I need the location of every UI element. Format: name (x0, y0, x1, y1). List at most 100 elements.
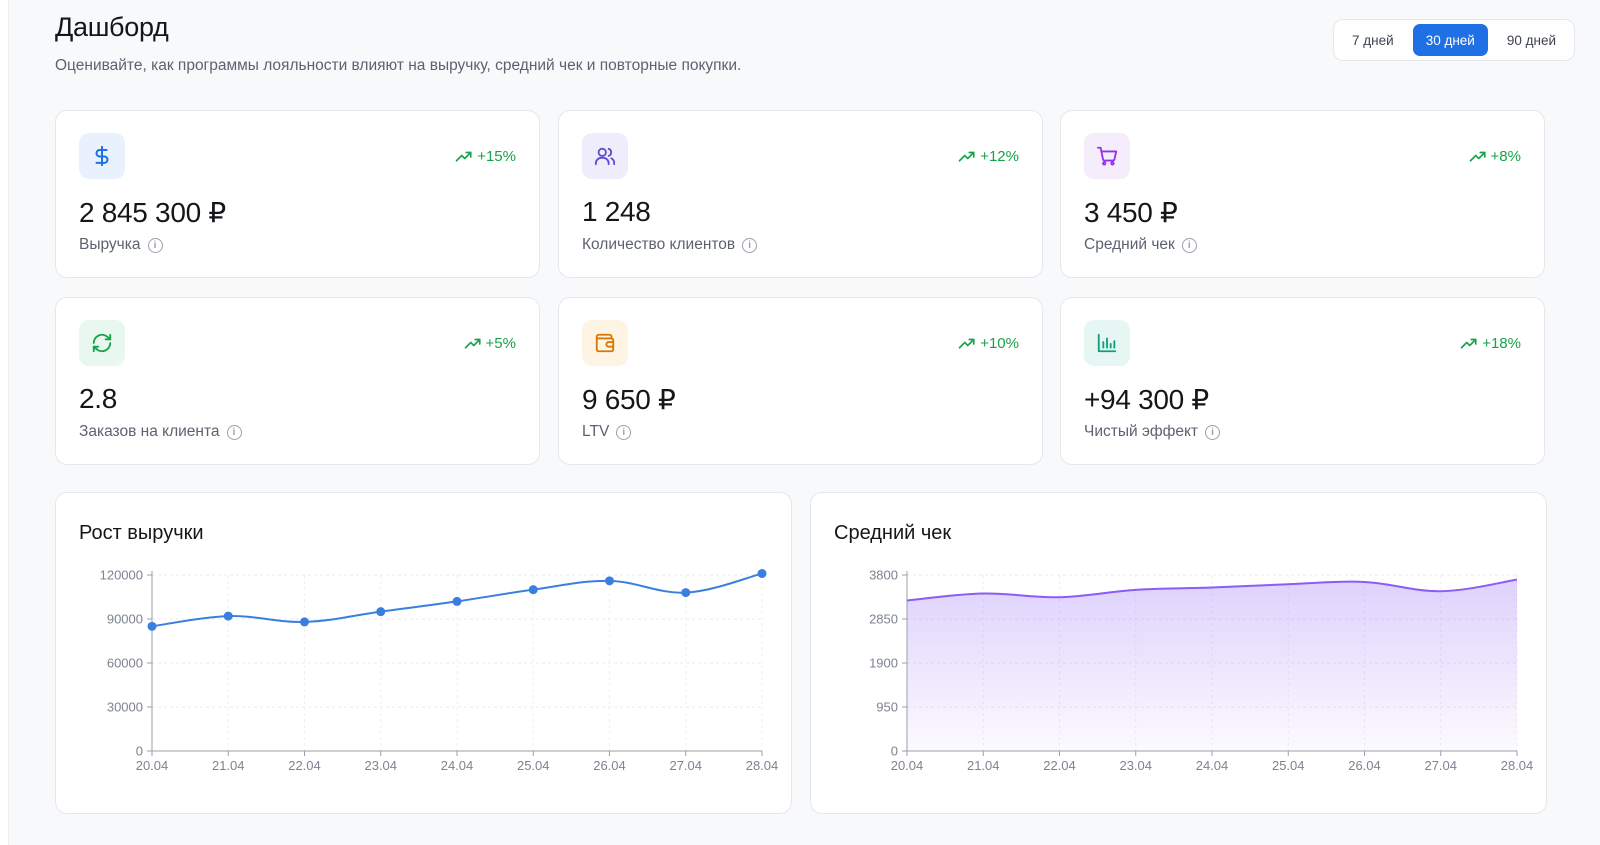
trend-up-icon (464, 338, 481, 349)
trend-up-icon (958, 151, 975, 162)
period-selector: 7 дней 30 дней 90 дней (1333, 19, 1575, 61)
x-tick-label: 21.04 (967, 758, 1000, 773)
kpi-trend: +5% (464, 335, 516, 352)
info-icon[interactable]: i (147, 237, 163, 253)
series-line (906, 578, 1518, 602)
dashboard-page: Дашборд Оценивайте, как программы лояльн… (55, 0, 1575, 845)
x-tick-label: 20.04 (891, 758, 924, 773)
trend-up-icon (1460, 338, 1477, 349)
kpi-value: 1 248 (582, 196, 651, 227)
kpi-card-revenue: +15% 2 845 300 ₽ Выручка i (55, 110, 540, 278)
x-tick-label: 26.04 (593, 758, 626, 773)
kpi-label: Заказов на клиента (79, 423, 220, 440)
kpi-value: +94 300 ₽ (1084, 384, 1209, 415)
y-tick-label: 0 (136, 744, 143, 759)
x-tick-label: 24.04 (441, 758, 474, 773)
y-tick-label: 1900 (869, 656, 898, 671)
kpi-card-ltv: +10% 9 650 ₽ LTV i (558, 297, 1043, 465)
trend-up-icon (958, 338, 975, 349)
kpi-card-orders-per-customer: +5% 2.8 Заказов на клиента i (55, 297, 540, 465)
kpi-label: Средний чек (1084, 236, 1175, 253)
y-tick-label: 2850 (869, 612, 898, 627)
kpi-trend: +18% (1460, 335, 1521, 352)
data-point[interactable] (300, 617, 309, 627)
kpi-label-row: Выручка i (79, 236, 163, 254)
kpi-label-row: Количество клиентов i (582, 236, 758, 254)
cart-icon (1084, 133, 1130, 179)
trend-up-icon (1469, 151, 1486, 162)
x-tick-label: 27.04 (1424, 758, 1457, 773)
bar-chart-icon (1084, 320, 1130, 366)
kpi-label: Выручка (79, 236, 141, 253)
x-tick-label: 22.04 (1043, 758, 1076, 773)
kpi-value: 2 845 300 ₽ (79, 197, 226, 228)
page-title: Дашборд (55, 12, 169, 42)
data-point[interactable] (452, 596, 462, 606)
x-tick-label: 25.04 (1272, 758, 1305, 773)
y-tick-label: 60000 (107, 656, 143, 671)
users-icon (582, 133, 628, 179)
kpi-label-row: LTV i (582, 423, 632, 441)
avg-check-chart: 0 950 1900 2850 3800 20.04 21.04 22.04 23.04 24.0… (869, 568, 1534, 774)
kpi-trend-value: +18% (1482, 335, 1521, 352)
kpi-value: 3 450 ₽ (1084, 197, 1178, 228)
kpi-card-customers: +12% 1 248 Количество клиентов i (558, 110, 1043, 278)
x-tick-label: 22.04 (288, 758, 321, 773)
kpi-trend-value: +5% (485, 335, 516, 352)
x-tick-label: 23.04 (1119, 758, 1152, 773)
wallet-icon (582, 320, 628, 366)
x-tick-label: 23.04 (364, 758, 397, 773)
x-tick-label: 21.04 (212, 758, 245, 773)
data-point[interactable] (757, 569, 767, 579)
revenue-growth-chart: 0 30000 60000 90000 120000 20.04 21.04 22.04 23.… (100, 568, 779, 774)
info-icon[interactable]: i (1205, 424, 1221, 440)
page-subtitle: Оценивайте, как программы лояльности вли… (55, 57, 742, 74)
period-30-days-button[interactable]: 30 дней (1412, 24, 1488, 56)
data-point[interactable] (376, 607, 386, 617)
avg-check-chart-card: Средний чек 0 950 1900 2850 3800 20.04 21.04 22… (810, 492, 1547, 814)
kpi-trend: +10% (958, 335, 1019, 352)
info-icon[interactable]: i (616, 424, 632, 440)
left-sidebar-edge (0, 0, 9, 845)
kpi-label-row: Чистый эффект i (1084, 423, 1221, 441)
info-icon[interactable]: i (742, 237, 758, 253)
x-tick-label: 28.04 (1501, 758, 1534, 773)
kpi-value: 9 650 ₽ (582, 384, 676, 415)
kpi-trend: +12% (958, 148, 1019, 165)
data-point[interactable] (681, 588, 691, 598)
period-7-days-button[interactable]: 7 дней (1352, 32, 1394, 48)
refresh-icon (79, 320, 125, 366)
y-tick-label: 90000 (107, 612, 143, 627)
kpi-trend-value: +12% (980, 148, 1019, 165)
kpi-trend-value: +10% (980, 335, 1019, 352)
kpi-label-row: Средний чек i (1084, 236, 1197, 254)
page-header: Дашборд Оценивайте, как программы лояльн… (55, 12, 741, 75)
x-tick-label: 27.04 (669, 758, 702, 773)
y-tick-label: 120000 (100, 568, 143, 583)
x-tick-label: 24.04 (1196, 758, 1229, 773)
x-tick-label: 25.04 (517, 758, 550, 773)
trend-up-icon (455, 151, 472, 162)
kpi-label: Чистый эффект (1084, 423, 1199, 440)
kpi-label-row: Заказов на клиента i (79, 423, 242, 441)
info-icon[interactable]: i (1181, 237, 1197, 253)
x-tick-label: 26.04 (1348, 758, 1381, 773)
revenue-growth-chart-card: Рост выручки 0 30000 60000 90000 120000 20.04… (55, 492, 792, 814)
data-point[interactable] (147, 621, 157, 631)
kpi-label: LTV (582, 423, 610, 440)
period-90-days-button[interactable]: 90 дней (1506, 32, 1556, 48)
x-tick-label: 20.04 (136, 758, 169, 773)
kpi-trend: +15% (455, 148, 516, 165)
area-fill (907, 579, 1517, 751)
data-point[interactable] (528, 585, 538, 595)
y-tick-label: 950 (876, 700, 898, 715)
kpi-trend-value: +15% (477, 148, 516, 165)
dollar-icon (79, 133, 125, 179)
chart-title: Рост выручки (79, 522, 204, 544)
data-point[interactable] (605, 576, 614, 586)
info-icon[interactable]: i (226, 424, 242, 440)
data-point[interactable] (223, 611, 233, 621)
y-tick-label: 3800 (869, 568, 898, 583)
kpi-trend-value: +8% (1490, 148, 1521, 165)
chart-title: Средний чек (834, 522, 952, 544)
